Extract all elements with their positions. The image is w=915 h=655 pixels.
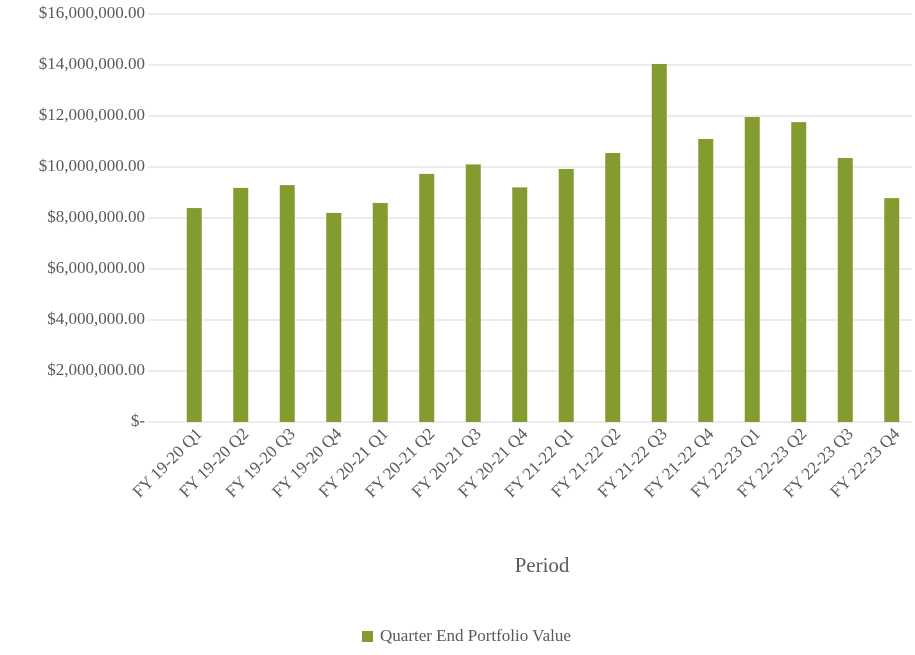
y-tick-label: $10,000,000.00 xyxy=(39,156,145,175)
y-tick-label: $12,000,000.00 xyxy=(39,105,145,124)
bar xyxy=(326,212,342,422)
bar xyxy=(837,158,853,422)
legend-swatch xyxy=(362,631,373,642)
bar xyxy=(884,198,900,422)
y-tick-label: $6,000,000.00 xyxy=(47,258,145,277)
bar xyxy=(419,173,435,422)
x-axis-title: Period xyxy=(515,553,570,577)
y-tick-label: $4,000,000.00 xyxy=(47,309,145,328)
bar xyxy=(651,63,667,422)
y-tick-label: $16,000,000.00 xyxy=(39,3,145,22)
bar xyxy=(372,202,388,422)
bar xyxy=(233,187,249,422)
y-tick-label: $2,000,000.00 xyxy=(47,360,145,379)
bar xyxy=(698,138,714,422)
bar xyxy=(186,208,202,422)
y-tick-label: $14,000,000.00 xyxy=(39,54,145,73)
bar xyxy=(512,187,528,422)
y-tick-label: $8,000,000.00 xyxy=(47,207,145,226)
bar xyxy=(744,117,760,423)
bar xyxy=(558,169,574,422)
bar xyxy=(279,185,295,422)
bar xyxy=(605,152,621,422)
bar xyxy=(791,122,807,423)
y-tick-label: $- xyxy=(131,411,146,430)
bar xyxy=(465,164,481,422)
legend-label: Quarter End Portfolio Value xyxy=(380,626,571,645)
